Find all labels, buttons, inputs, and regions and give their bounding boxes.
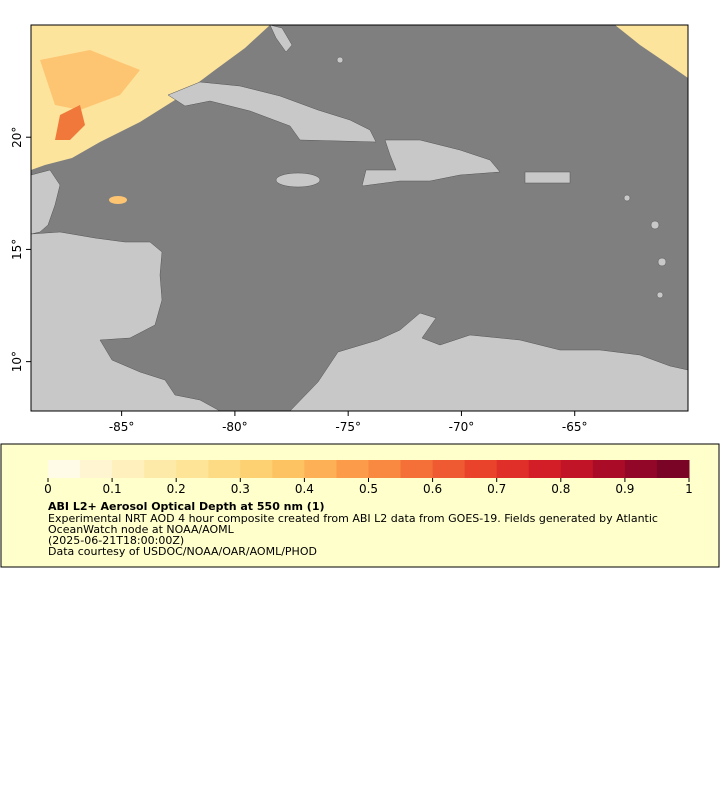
central-america	[30, 231, 221, 412]
colorbar-step	[48, 460, 81, 478]
colorbar-step	[496, 460, 530, 478]
south-america	[289, 312, 689, 412]
island	[650, 220, 660, 230]
colorbar-step	[80, 460, 113, 478]
cuba	[167, 81, 377, 143]
island	[623, 194, 631, 202]
colorbar-step	[304, 460, 337, 478]
colorbar-step	[176, 460, 209, 478]
map	[30, 24, 689, 412]
hispaniola	[361, 139, 501, 187]
y-tick-label: 15°	[10, 239, 24, 260]
colorbar-step	[432, 460, 466, 478]
colorbar-step	[368, 460, 402, 478]
colorbar-step	[464, 460, 498, 478]
colorbar-tick-label: 0.2	[167, 482, 186, 496]
colorbar-step	[240, 460, 273, 478]
colorbar-tick-label: 0.6	[423, 482, 442, 496]
legend-note: Data courtesy of USDOC/NOAA/OAR/AOML/PHO…	[48, 545, 317, 558]
legend-note: (2025-06-21T18:00:00Z)	[48, 534, 184, 547]
aerosol-patch	[109, 196, 127, 204]
colorbar-tick-label: 0.3	[231, 482, 250, 496]
colorbar-tick-label: 0.5	[359, 482, 378, 496]
x-tick-label: -65°	[562, 420, 588, 434]
colorbar-tick-label: 0.4	[295, 482, 314, 496]
x-tick-label: -75°	[335, 420, 361, 434]
land	[30, 24, 689, 412]
colorbar-step	[624, 460, 658, 478]
x-tick-label: -70°	[449, 420, 475, 434]
y-tick-label: 10°	[10, 351, 24, 372]
colorbar-step	[560, 460, 594, 478]
island	[657, 257, 667, 267]
colorbar-tick-label: 0	[44, 482, 52, 496]
jamaica	[275, 172, 321, 188]
colorbar-step	[656, 460, 690, 478]
aerosol-plume	[615, 25, 688, 78]
florida	[269, 24, 293, 53]
x-tick-label: -80°	[222, 420, 248, 434]
island	[656, 291, 664, 299]
colorbar-step	[528, 460, 562, 478]
colorbar-tick-label: 0.9	[615, 482, 634, 496]
colorbar-step	[208, 460, 241, 478]
colorbar-step	[112, 460, 145, 478]
aerosol-plume	[55, 105, 85, 140]
legend-note: OceanWatch node at NOAA/AOML	[48, 523, 235, 536]
colorbar-step	[592, 460, 626, 478]
colorbar-tick-label: 0.1	[103, 482, 122, 496]
colorbar-step	[400, 460, 434, 478]
colorbar-step	[272, 460, 305, 478]
colorbar-tick-label: 1	[685, 482, 693, 496]
island	[336, 56, 344, 64]
colorbar-tick-label: 0.7	[487, 482, 506, 496]
colorbar-tick-label: 0.8	[551, 482, 570, 496]
colorbar-step	[336, 460, 369, 478]
map-frame	[30, 24, 689, 412]
aerosol-plume	[40, 50, 140, 110]
y-tick-label: 20°	[10, 127, 24, 148]
puerto-rico	[524, 171, 571, 184]
legend-title: ABI L2+ Aerosol Optical Depth at 550 nm …	[48, 500, 325, 513]
x-tick-label: -85°	[109, 420, 135, 434]
legend-note: Experimental NRT AOD 4 hour composite cr…	[48, 512, 658, 525]
colorbar-step	[144, 460, 177, 478]
